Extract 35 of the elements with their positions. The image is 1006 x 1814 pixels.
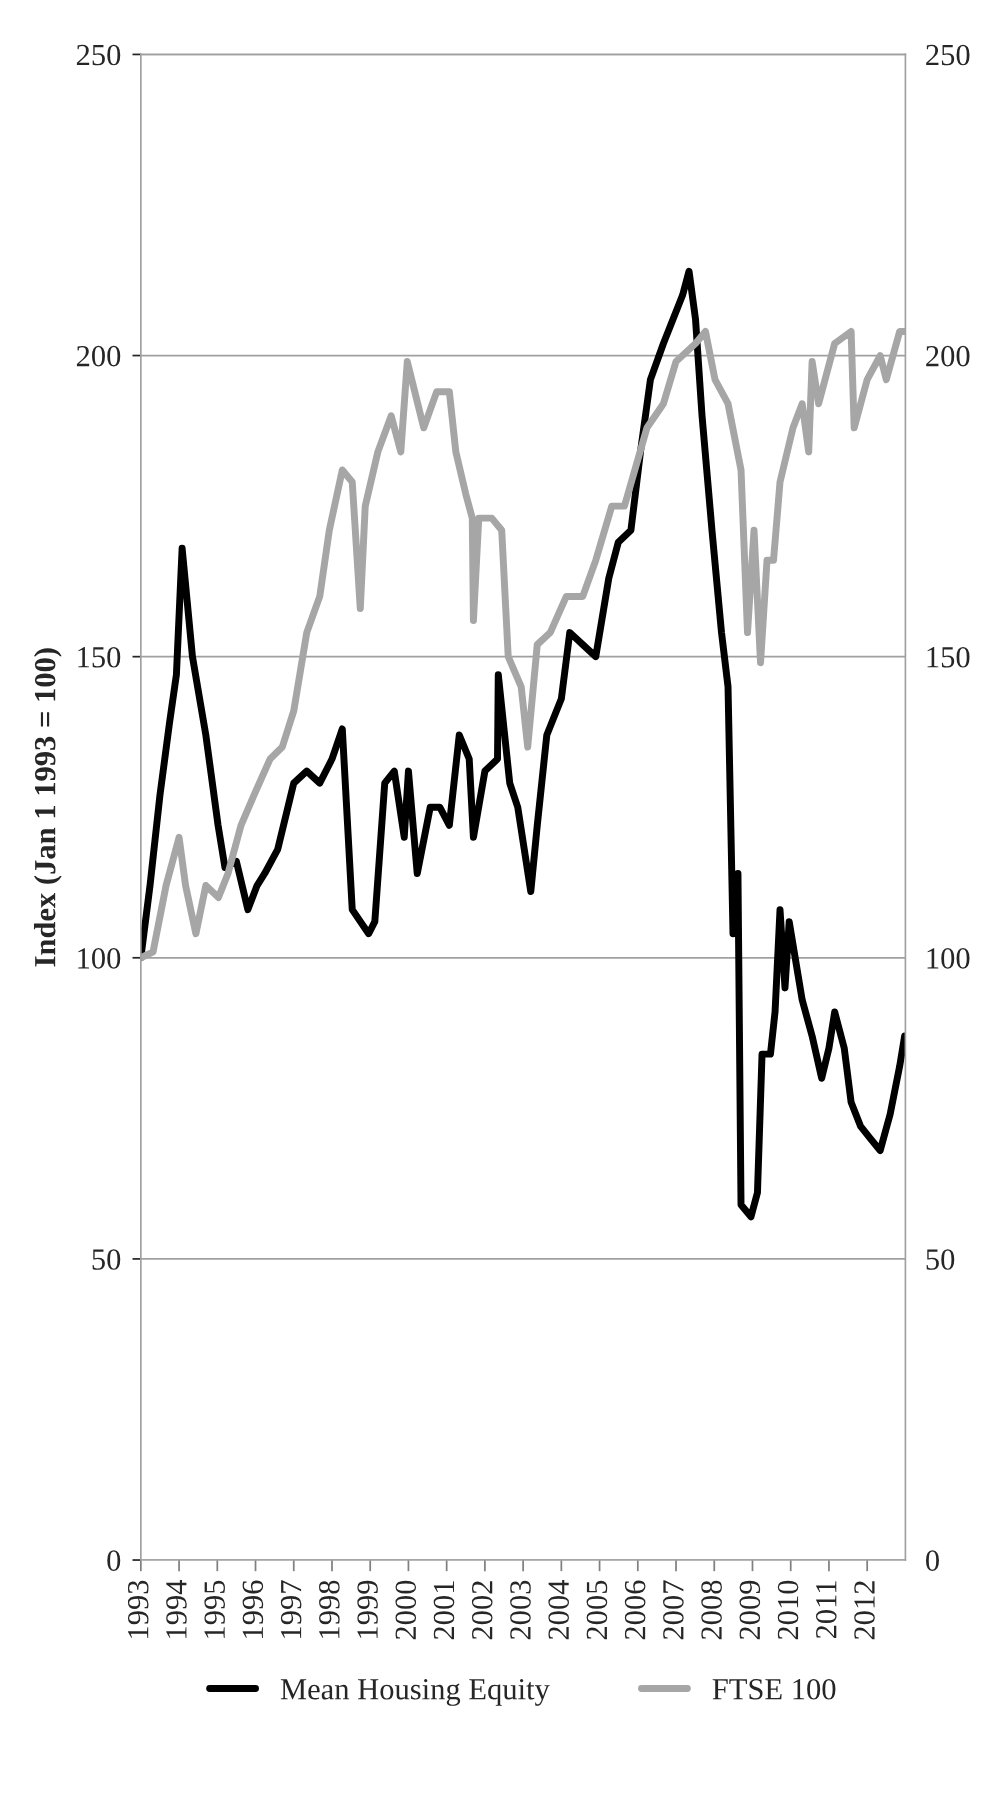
y-tick-label: 200 xyxy=(76,345,121,367)
x-tick-label: 2009 xyxy=(739,1580,761,1640)
y2-tick-label: 0 xyxy=(926,1550,939,1571)
y-tick-label: 250 xyxy=(76,44,121,66)
x-tick-label: 1997 xyxy=(280,1580,302,1638)
x-tick-label: 2000 xyxy=(395,1580,417,1640)
x-tick-label: 2007 xyxy=(663,1580,684,1640)
x-tick-label: 2011 xyxy=(815,1581,837,1639)
y2-tick-label: 50 xyxy=(926,1249,955,1270)
x-tick-label: 2003 xyxy=(510,1580,531,1640)
legend-label: Mean Housing Equity xyxy=(280,1679,550,1706)
x-tick-label: 2008 xyxy=(701,1580,722,1640)
y2-tick-label: 150 xyxy=(927,646,970,668)
y-tick-label: 150 xyxy=(78,646,121,668)
y2-tick-label: 250 xyxy=(926,44,970,66)
x-tick-label: 2006 xyxy=(624,1580,646,1640)
y2-tick-label: 100 xyxy=(927,948,970,969)
x-tick-label: 2001 xyxy=(433,1581,455,1640)
y-tick-label: 0 xyxy=(107,1550,121,1571)
x-tick-label: 1999 xyxy=(357,1580,378,1638)
x-tick-label: 2004 xyxy=(548,1579,569,1640)
y-tick-label: 50 xyxy=(92,1249,121,1270)
x-tick-label: 2012 xyxy=(854,1581,875,1640)
x-tick-label: 2005 xyxy=(586,1580,608,1640)
x-tick-label: 1998 xyxy=(319,1580,340,1638)
x-tick-label: 1995 xyxy=(204,1580,225,1638)
x-tick-label: 2010 xyxy=(777,1580,799,1640)
x-tick-label: 1994 xyxy=(166,1579,187,1638)
x-tick-label: 1996 xyxy=(242,1580,264,1638)
y-tick-label: 100 xyxy=(78,948,121,969)
x-tick-label: 1993 xyxy=(127,1580,149,1638)
y-axis-title: Index (Jan 1 1993 = 100) xyxy=(33,648,62,967)
legend-label: FTSE 100 xyxy=(712,1678,836,1700)
y2-tick-label: 200 xyxy=(926,345,970,367)
x-tick-label: 2002 xyxy=(471,1581,493,1640)
